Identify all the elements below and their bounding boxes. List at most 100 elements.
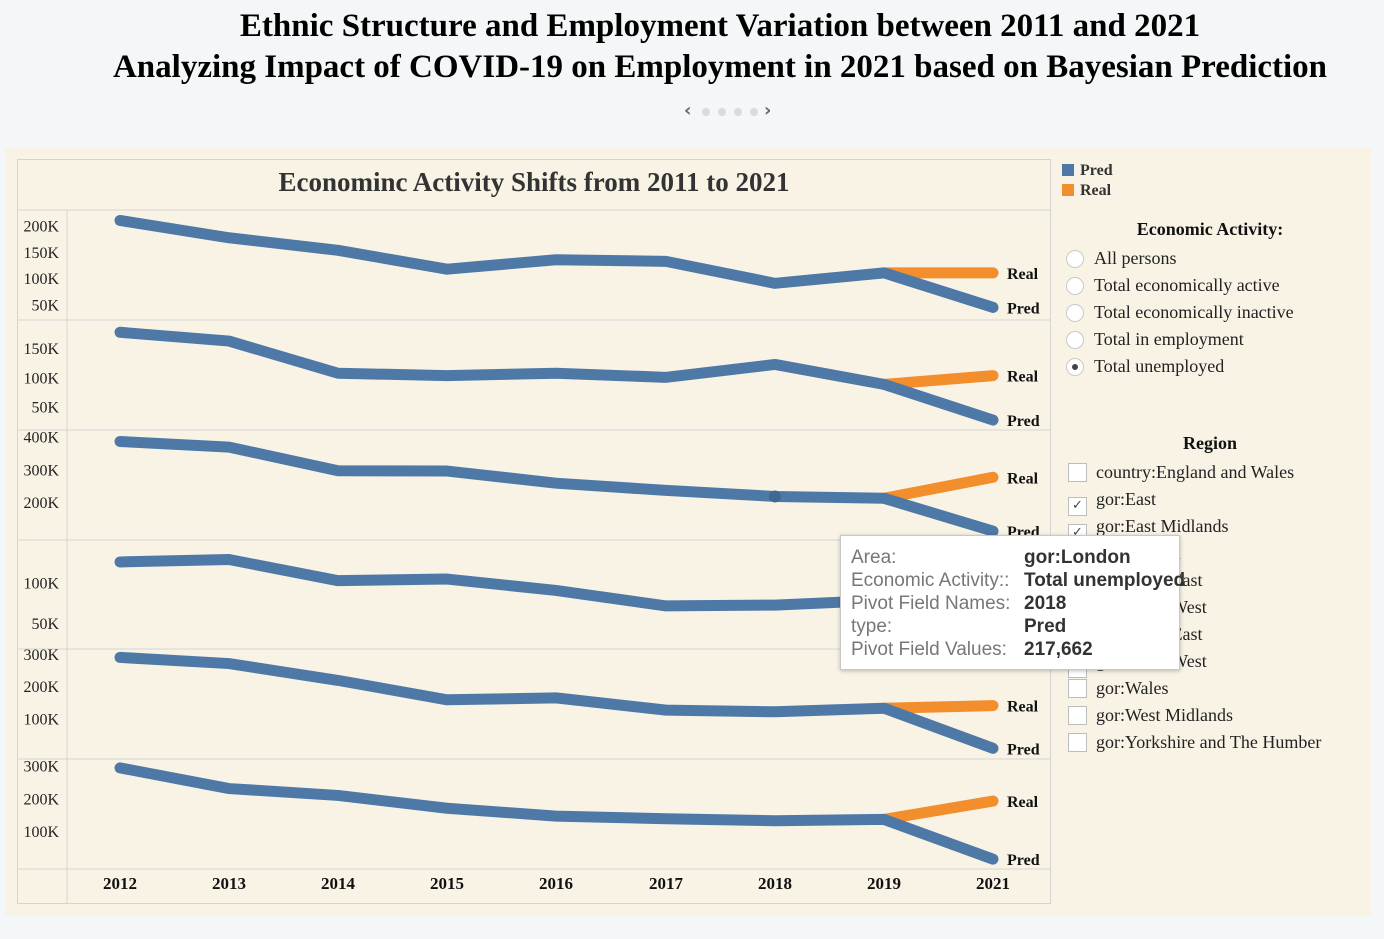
- radio-option-label: Total in employment: [1094, 329, 1244, 349]
- radio-option[interactable]: Total in employment: [1066, 326, 1294, 353]
- pred-series-line: [114, 651, 999, 754]
- pred-end-label: Pred: [1007, 413, 1040, 430]
- pred-series-line: [114, 214, 999, 313]
- real-series-line: [878, 795, 999, 825]
- x-tick-label: 2016: [539, 874, 573, 893]
- pager-dot[interactable]: [718, 108, 726, 116]
- legend-item-pred[interactable]: Pred: [1062, 161, 1113, 181]
- region-checkbox-label: gor:East: [1096, 489, 1156, 509]
- radio-option-label: Total economically active: [1094, 275, 1280, 295]
- checkbox-checked-icon[interactable]: ✓: [1068, 497, 1087, 516]
- y-tick-label: 200K: [23, 219, 59, 236]
- y-tick-label: 100K: [23, 271, 59, 288]
- highlighted-point: [769, 490, 781, 503]
- x-tick-label: 2014: [321, 874, 356, 893]
- region-checkbox-label: gor:East Midlands: [1096, 516, 1229, 536]
- pred-end-label: Pred: [1007, 741, 1040, 758]
- tooltip-row: Area: gor:London: [841, 546, 1179, 569]
- x-tick-label: 2015: [430, 874, 464, 893]
- page-header: Ethnic Structure and Employment Variatio…: [0, 4, 1384, 94]
- tooltip-value: Total unemployed: [1024, 570, 1186, 591]
- radio-circle-icon[interactable]: [1066, 250, 1084, 268]
- radio-option-label: Total unemployed: [1094, 356, 1225, 376]
- tooltip-row: Economic Activity:: Total unemployed: [841, 569, 1185, 592]
- x-tick-label: 2013: [212, 874, 246, 893]
- chevron-right-icon[interactable]: ›: [764, 100, 772, 121]
- pager-dot[interactable]: [750, 108, 758, 116]
- y-tick-label: 150K: [23, 245, 59, 262]
- tooltip-key: Pivot Field Values:: [851, 639, 1007, 660]
- y-tick-label: 50K: [31, 616, 59, 633]
- region-checkbox-item[interactable]: gor:West Midlands: [1068, 702, 1321, 729]
- tooltip-value: gor:London: [1024, 547, 1131, 568]
- pager-dot[interactable]: [702, 108, 710, 116]
- region-checkbox-label: gor:West Midlands: [1096, 705, 1234, 725]
- checkbox-icon[interactable]: [1068, 463, 1087, 482]
- tooltip-key: Pivot Field Names:: [851, 593, 1011, 614]
- economic-activity-filter: All persons Total economically active Tota…: [1066, 245, 1294, 380]
- real-series-line: [878, 471, 999, 504]
- page-title-line-1: Ethnic Structure and Employment Variatio…: [239, 8, 1201, 44]
- region-checkbox-label: gor:Yorkshire and The Humber: [1096, 732, 1322, 752]
- y-tick-label: 100K: [23, 824, 59, 841]
- y-tick-label: 100K: [23, 712, 59, 729]
- chart-title: Econominc Activity Shifts from 2011 to 2…: [279, 167, 790, 197]
- pred-series-line: [114, 326, 999, 426]
- radio-circle-icon[interactable]: [1066, 331, 1084, 349]
- y-tick-label: 200K: [23, 791, 59, 808]
- y-tick-label: 100K: [23, 370, 59, 387]
- region-title: Region: [1183, 433, 1237, 453]
- radio-option-label: All persons: [1094, 248, 1177, 268]
- line-chart: Econominc Activity Shifts from 2011 to 2…: [17, 159, 1051, 904]
- legend-swatch-pred: [1062, 164, 1074, 176]
- y-tick-label: 400K: [23, 430, 59, 447]
- checkbox-icon[interactable]: [1068, 706, 1087, 725]
- pred-series-line: [114, 435, 999, 537]
- real-series-line: [878, 700, 999, 714]
- radio-option[interactable]: Total economically active: [1066, 272, 1294, 299]
- region-checkbox-label: country:England and Wales: [1096, 462, 1295, 482]
- legend-item-real[interactable]: Real: [1062, 181, 1113, 201]
- y-tick-label: 50K: [31, 400, 59, 417]
- y-tick-label: 200K: [23, 679, 59, 696]
- real-end-label: Real: [1007, 369, 1039, 386]
- pred-series-line: [114, 762, 999, 865]
- radio-option[interactable]: Total economically inactive: [1066, 299, 1294, 326]
- tooltip-row: Pivot Field Names: 2018: [841, 592, 1179, 615]
- radio-option[interactable]: All persons: [1066, 245, 1294, 272]
- pred-end-label: Pred: [1007, 300, 1040, 317]
- real-end-label: Real: [1007, 794, 1039, 811]
- real-end-label: Real: [1007, 699, 1039, 716]
- chevron-left-icon[interactable]: ‹: [684, 100, 692, 121]
- checkbox-icon[interactable]: [1068, 679, 1087, 698]
- x-tick-label: 2021: [976, 874, 1010, 893]
- tooltip-row: Pivot Field Values: 217,662: [841, 638, 1179, 661]
- region-checkbox-item[interactable]: ✓ gor:East: [1068, 486, 1321, 516]
- y-tick-label: 300K: [23, 647, 59, 664]
- x-tick-label: 2012: [103, 874, 137, 893]
- y-tick-label: 300K: [23, 759, 59, 776]
- region-checkbox-item[interactable]: country:England and Wales: [1068, 459, 1321, 486]
- x-tick-label: 2018: [758, 874, 792, 893]
- radio-circle-icon[interactable]: [1066, 304, 1084, 322]
- real-end-label: Real: [1007, 266, 1039, 283]
- radio-circle-icon[interactable]: [1066, 358, 1084, 376]
- checkbox-icon[interactable]: [1068, 733, 1087, 752]
- type-legend: Pred Real: [1062, 161, 1113, 201]
- tooltip-value: 217,662: [1024, 639, 1093, 660]
- region-checkbox-item[interactable]: gor:Wales: [1068, 675, 1321, 702]
- region-checkbox-label: gor:Wales: [1096, 678, 1169, 698]
- legend-swatch-real: [1062, 184, 1074, 196]
- story-pager: ‹ ›: [684, 100, 778, 121]
- tooltip-row: type: Pred: [841, 615, 1179, 638]
- pred-series-line: [114, 554, 890, 612]
- region-checkbox-item[interactable]: gor:Yorkshire and The Humber: [1068, 729, 1321, 756]
- x-tick-label: 2019: [867, 874, 901, 893]
- tooltip-key: type:: [851, 616, 893, 637]
- y-tick-label: 200K: [23, 495, 59, 512]
- pred-end-label: Pred: [1007, 852, 1040, 869]
- radio-option[interactable]: Total unemployed: [1066, 353, 1294, 380]
- pager-dot[interactable]: [734, 108, 742, 116]
- radio-circle-icon[interactable]: [1066, 277, 1084, 295]
- real-end-label: Real: [1007, 470, 1039, 487]
